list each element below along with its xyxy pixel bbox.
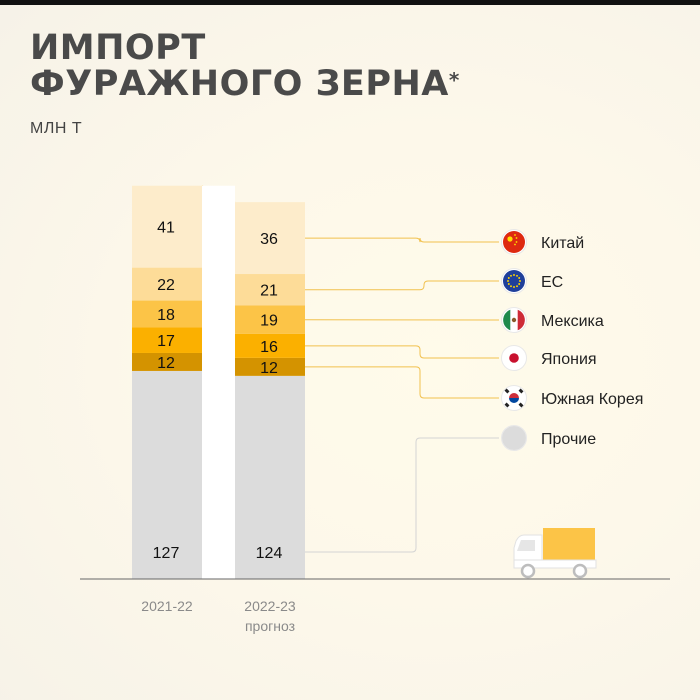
legend-label-китай: Китай [541,235,584,252]
value-label-ес-1: 21 [260,283,278,300]
bar-gap [202,185,235,580]
legend: Китай ЕС Мексика Япония Южная Корея Прочие [501,229,643,451]
top-border [0,0,700,5]
bar-segment-прочие-0 [132,370,202,579]
legend-label-япония: Япония [541,351,597,368]
china-flag-icon [501,229,527,255]
eu-flag-icon [501,268,527,294]
value-label-южная-корея-1: 12 [260,360,278,377]
eu-flag-star [507,283,510,285]
bar-segment-мексика-0 [132,300,202,328]
legend-label-мексика: Мексика [541,313,604,330]
leader-line-китай [305,237,499,243]
korea-flag-trigram [504,402,510,408]
bar-segment-прочие-1 [235,375,305,579]
china-flag-star-small [515,241,518,243]
bar-segment-япония-0 [132,327,202,353]
eu-flag-bg [503,270,525,292]
x-tick-label-1: 2022-23 [244,598,296,614]
china-flag-star-small [514,243,516,246]
x-tick-sublabel-1: прогноз [245,618,295,634]
value-label-мексика-0: 18 [157,307,175,324]
eu-flag-star [516,274,518,277]
korea-flag-trigram [504,388,510,394]
eu-flag-star [513,286,515,288]
chart-title: ИМПОРТ ФУРАЖНОГО ЗЕРНА* [30,30,460,102]
value-label-южная-корея-0: 12 [157,355,175,372]
mexico-flag-icon [501,307,527,333]
bars: 127 12 17 18 22 41 124 12 16 19 21 36 [132,185,305,580]
korea-flag-blue [509,398,519,403]
truck-icon [513,528,597,579]
eu-flag-star [518,283,521,285]
value-label-китай-0: 41 [157,220,175,237]
china-flag-bg [503,231,525,253]
value-label-мексика-1: 19 [260,313,278,330]
value-label-ес-0: 22 [157,277,175,294]
eu-flag-star [510,285,512,288]
china-flag-star-small [514,234,516,236]
value-label-китай-1: 36 [260,231,278,248]
other-circle [502,426,526,450]
japan-flag-sun [509,353,519,363]
x-tick-label-0: 2021-22 [141,598,193,614]
legend-label-ес: ЕС [541,274,563,291]
eu-flag-star [516,285,518,288]
mexico-flag-green [503,309,511,331]
x-axis-labels: 2021-22 2022-23 прогноз [141,598,296,634]
korea-flag-trigram [518,388,524,394]
title-line-2-text: ФУРАЖНОГО ЗЕРНА [30,64,449,104]
bar-segment-китай-0 [132,185,202,268]
korea-flag-red [509,393,519,398]
eu-flag-star [518,277,521,279]
mexico-flag-emblem [511,317,517,323]
title-line-2: ФУРАЖНОГО ЗЕРНА* [30,66,460,102]
legend-label-южная-корея: Южная Корея [541,391,643,408]
footnote-mark: * [448,68,460,92]
value-label-прочие-0: 127 [153,545,180,562]
unit-label: МЛН Т [30,120,83,137]
mexico-flag-red [517,309,525,331]
south-korea-flag-icon [501,385,527,411]
eu-flag-star [510,274,512,277]
bar-segment-мексика-1 [235,305,305,334]
china-flag-star-small [515,237,518,239]
japan-flag-icon [501,345,527,371]
title-line-1: ИМПОРТ [30,28,206,68]
value-label-прочие-1: 124 [256,545,283,562]
leader-line-южная-корея [305,366,499,399]
eu-flag-star [507,280,509,282]
china-flag-star [507,236,513,242]
eu-flag-star [507,277,510,279]
bar-segment-китай-1 [235,202,305,275]
legend-label-прочие: Прочие [541,431,596,448]
bar-segment-япония-1 [235,333,305,358]
bar-segment-южная-корея-0 [132,352,202,371]
leader-line-ес [305,280,499,291]
globe-icon [501,425,527,451]
leader-line-япония [305,345,499,359]
leader-line-прочие [305,437,499,553]
bar-segment-ес-1 [235,274,305,306]
eu-flag-star [519,280,521,282]
value-label-япония-0: 17 [157,333,175,350]
bar-segment-южная-корея-1 [235,357,305,376]
korea-flag-trigram [518,402,524,408]
eu-flag-star [513,274,515,276]
value-label-япония-1: 16 [260,339,278,356]
bar-segment-ес-0 [132,267,202,301]
